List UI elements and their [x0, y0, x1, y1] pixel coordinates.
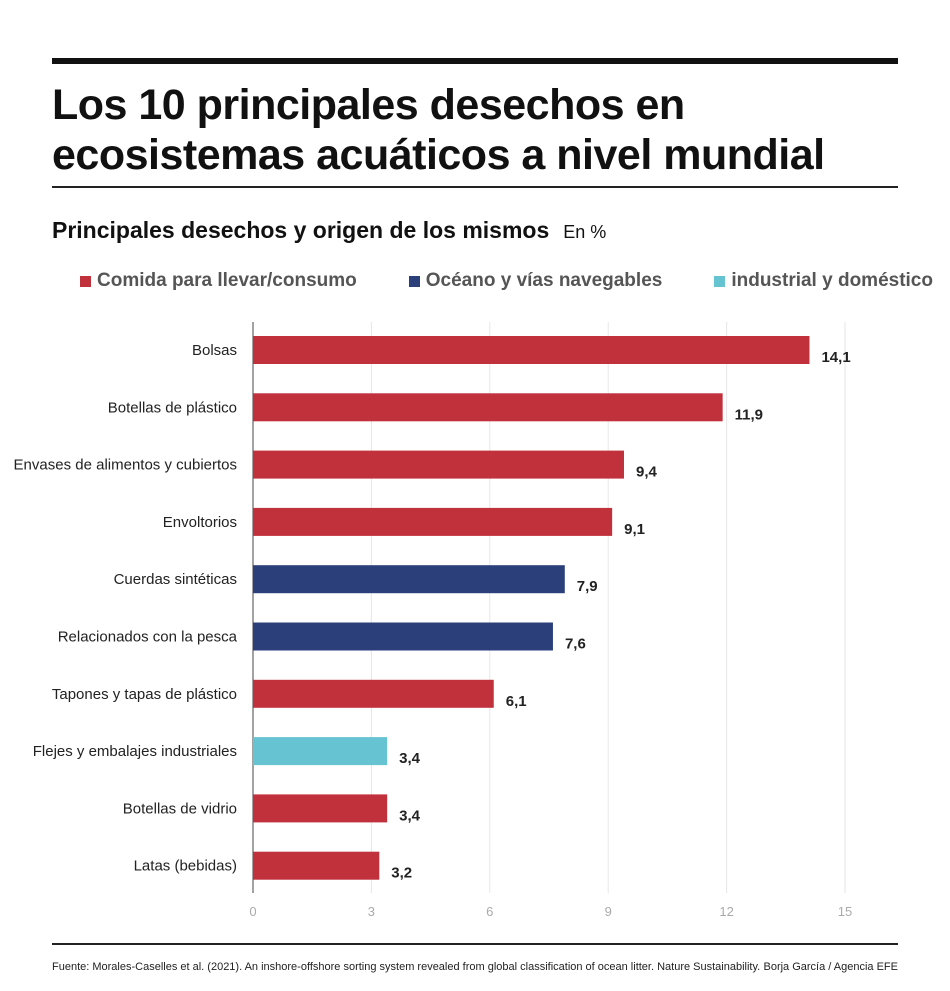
bar	[253, 565, 565, 594]
subtitle-text: Principales desechos y origen de los mis…	[52, 217, 550, 243]
legend-item-comida: Comida para llevar/consumo	[80, 270, 357, 292]
value-label: 6,1	[506, 693, 527, 710]
category-label: Tapones y tapas de plástico	[52, 686, 237, 703]
bar	[253, 622, 553, 651]
bar	[253, 393, 723, 422]
bar	[253, 679, 494, 708]
value-label: 3,2	[391, 865, 412, 882]
category-label: Botellas de plástico	[108, 399, 237, 416]
value-label: 7,9	[577, 578, 598, 595]
bar	[253, 851, 380, 880]
bar	[253, 336, 810, 364]
value-label: 14,1	[821, 349, 850, 366]
legend-swatch	[408, 275, 420, 287]
x-tick-label: 9	[605, 904, 612, 919]
legend-item-industrial: industrial y doméstico	[714, 270, 933, 292]
value-label: 7,6	[565, 636, 586, 653]
category-label: Cuerdas sintéticas	[114, 571, 237, 588]
x-tick-label: 6	[486, 904, 493, 919]
bar	[253, 737, 388, 766]
footer-rule	[52, 943, 898, 945]
source-note: Fuente: Morales-Caselles et al. (2021). …	[52, 961, 761, 973]
bar	[253, 450, 624, 479]
value-label: 3,4	[399, 750, 421, 767]
legend-swatch	[714, 275, 726, 287]
value-label: 11,9	[735, 406, 763, 423]
category-label: Botellas de vidrio	[123, 800, 237, 817]
category-label: Flejes y embalajes industriales	[33, 743, 237, 760]
legend-item-oceano: Océano y vías navegables	[408, 270, 663, 292]
category-label: Latas (bebidas)	[134, 858, 237, 875]
category-label: Relacionados con la pesca	[58, 629, 238, 646]
legend-label: Comida para llevar/consumo	[97, 270, 357, 291]
chart-title: Los 10 principales desechos en ecosistem…	[52, 81, 825, 179]
top-rule	[52, 58, 898, 64]
unit-label: En %	[563, 222, 607, 242]
title-rule	[52, 186, 898, 188]
x-tick-label: 0	[249, 904, 256, 919]
legend-label: industrial y doméstico	[731, 270, 933, 291]
category-label: Bolsas	[192, 342, 237, 359]
legend-label: Océano y vías navegables	[425, 270, 663, 291]
chart-subtitle: Principales desechos y origen de los mis…	[52, 217, 606, 244]
value-label: 3,4	[399, 807, 421, 824]
value-label: 9,4	[636, 464, 658, 481]
value-label: 9,1	[624, 521, 645, 538]
x-tick-label: 12	[719, 904, 733, 919]
legend-swatch	[80, 275, 91, 287]
bar	[253, 507, 613, 536]
legend: Comida para llevar/consumo Océano y vías…	[80, 270, 933, 292]
x-tick-label: 15	[838, 904, 852, 919]
x-tick-label: 3	[368, 904, 375, 919]
category-label: Envases de alimentos y cubiertos	[14, 457, 237, 474]
bar	[253, 794, 388, 823]
category-label: Envoltorios	[163, 514, 237, 531]
credit: Borja García / Agencia EFE	[763, 961, 898, 973]
